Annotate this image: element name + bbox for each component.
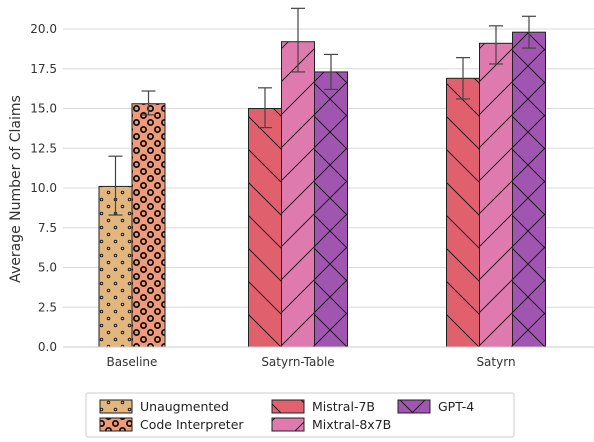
y-axis-label: Average Number of Claims [8,95,24,283]
error-bars [108,7,536,216]
y-tick-labels: 0.0 2.5 5.0 7.5 10.0 12.5 15.0 17.5 20.0 [30,22,57,354]
bar-satyrn-table-mixtral-8x7b-hatch [281,41,315,348]
legend-label-code-interpreter: Code Interpreter [140,417,244,432]
legend: Unaugmented Code Interpreter Mistral-7B Mix… [85,392,515,438]
y-tick-label: 20.0 [30,22,57,36]
bar-satyrn-mistral-7b-hatch [446,77,480,348]
x-tick-labels: Baseline Satyrn-Table Satyrn [107,355,516,369]
bars [98,31,546,348]
y-tick-label: 7.5 [38,221,57,235]
legend-swatch-hatch [397,399,431,414]
legend-label-gpt-4: GPT-4 [438,399,474,414]
legend-label-mistral-7b: Mistral-7B [312,399,375,414]
y-tick-label: 10.0 [30,181,57,195]
legend-label-mixtral-8x7b: Mixtral-8x7B [312,417,391,432]
bar-satyrn-mixtral-8x7b-hatch [479,42,513,348]
y-tick-label: 0.0 [38,340,57,354]
bar-satyrn-gpt-4-hatch [512,31,546,348]
x-tick-label: Satyrn [476,355,515,369]
y-tick-label: 15.0 [30,102,57,116]
bar-satyrn-table-gpt-4-hatch [314,71,348,348]
legend-label-unaugmented: Unaugmented [140,399,229,414]
x-tick-label: Satyrn-Table [261,355,334,369]
legend-swatch-hatch [271,399,305,414]
x-tick-label: Baseline [107,355,158,369]
legend-swatch-hatch [99,399,133,414]
bar-satyrn-table-mistral-7b-hatch [248,108,282,348]
y-tick-label: 5.0 [38,261,57,275]
bar-baseline-code-interpreter-hatch [131,103,166,348]
y-tick-label: 2.5 [38,300,57,314]
y-tick-label: 17.5 [30,62,57,76]
legend-swatch-hatch [271,417,305,432]
y-tick-label: 12.5 [30,141,57,155]
legend-swatch-hatch [99,417,133,432]
